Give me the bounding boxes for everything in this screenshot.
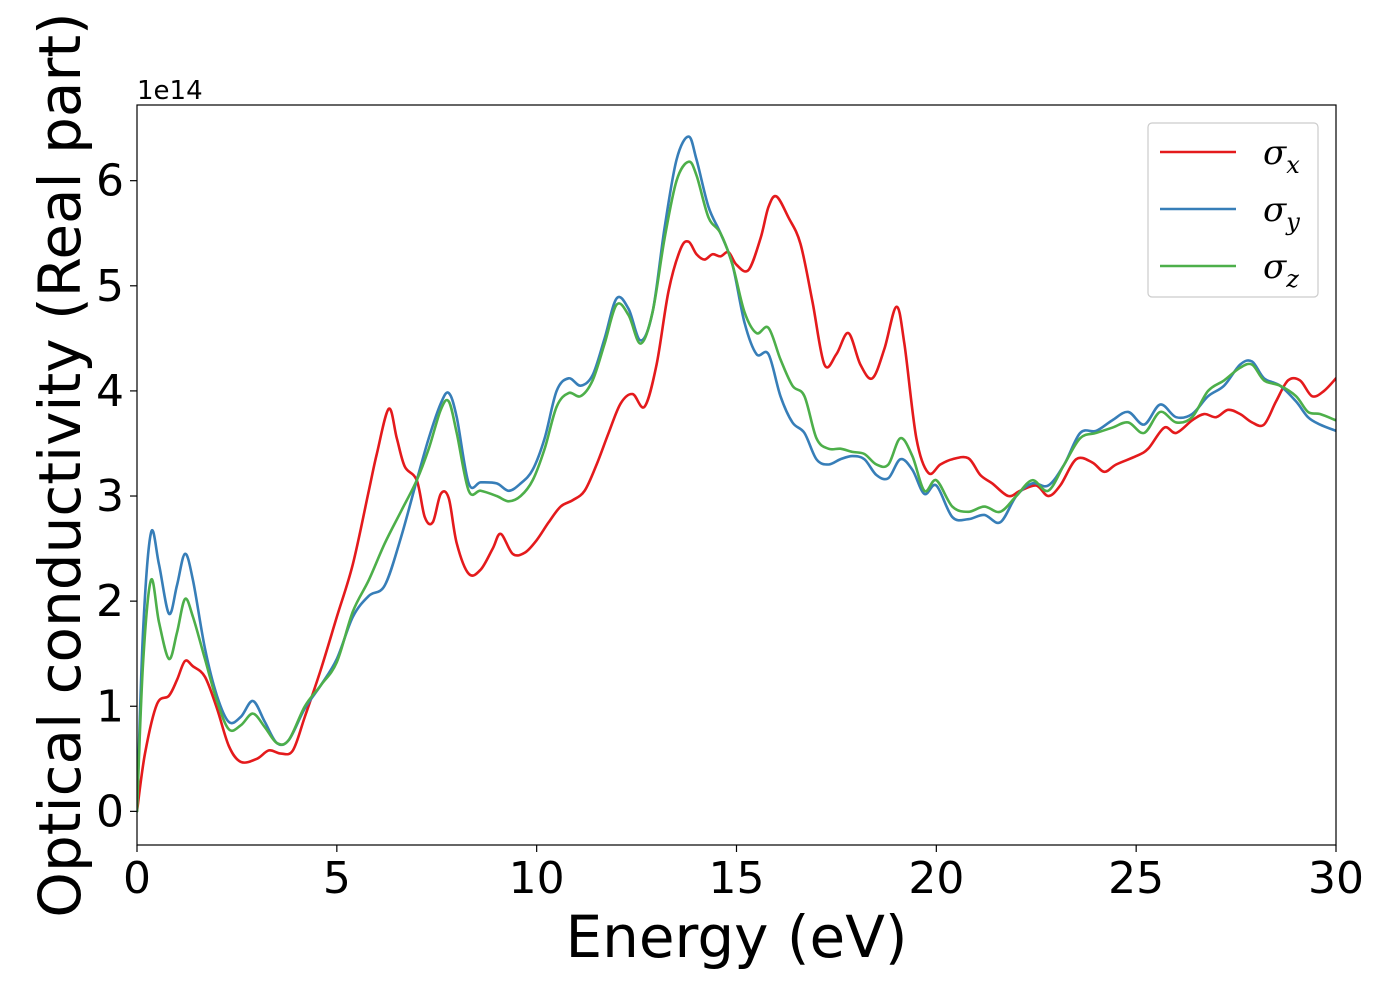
y-axis-label: Optical conductivity (Real part) xyxy=(26,12,94,917)
x-tick-label: 30 xyxy=(1308,853,1364,904)
y-axis: 0 1 2 3 4 5 6 xyxy=(96,156,137,837)
x-tick-label: 20 xyxy=(908,853,964,904)
legend-label-y: σy xyxy=(1263,190,1300,236)
y-tick-label: 5 xyxy=(96,261,124,312)
y-offset-text: 1e14 xyxy=(137,76,203,106)
x-tick-label: 10 xyxy=(509,853,565,904)
series-line-z xyxy=(137,160,1336,813)
series-group xyxy=(137,135,1336,813)
y-tick-label: 6 xyxy=(96,156,124,207)
y-tick-label: 1 xyxy=(96,681,124,732)
legend-label-x: σx xyxy=(1263,133,1300,179)
x-axis-label: Energy (eV) xyxy=(565,903,907,971)
x-tick-label: 0 xyxy=(123,853,151,904)
legend: σx σy σz xyxy=(1147,122,1319,298)
y-tick-label: 0 xyxy=(96,786,124,837)
series-line-x xyxy=(137,194,1336,813)
x-tick-label: 15 xyxy=(709,853,765,904)
x-tick-label: 5 xyxy=(323,853,351,904)
y-tick-label: 2 xyxy=(96,576,124,627)
y-tick-label: 4 xyxy=(96,366,124,417)
legend-label-z: σz xyxy=(1263,247,1299,293)
y-tick-label: 3 xyxy=(96,471,124,522)
x-axis: 0 5 10 15 20 25 30 xyxy=(123,845,1364,904)
x-tick-label: 25 xyxy=(1108,853,1164,904)
